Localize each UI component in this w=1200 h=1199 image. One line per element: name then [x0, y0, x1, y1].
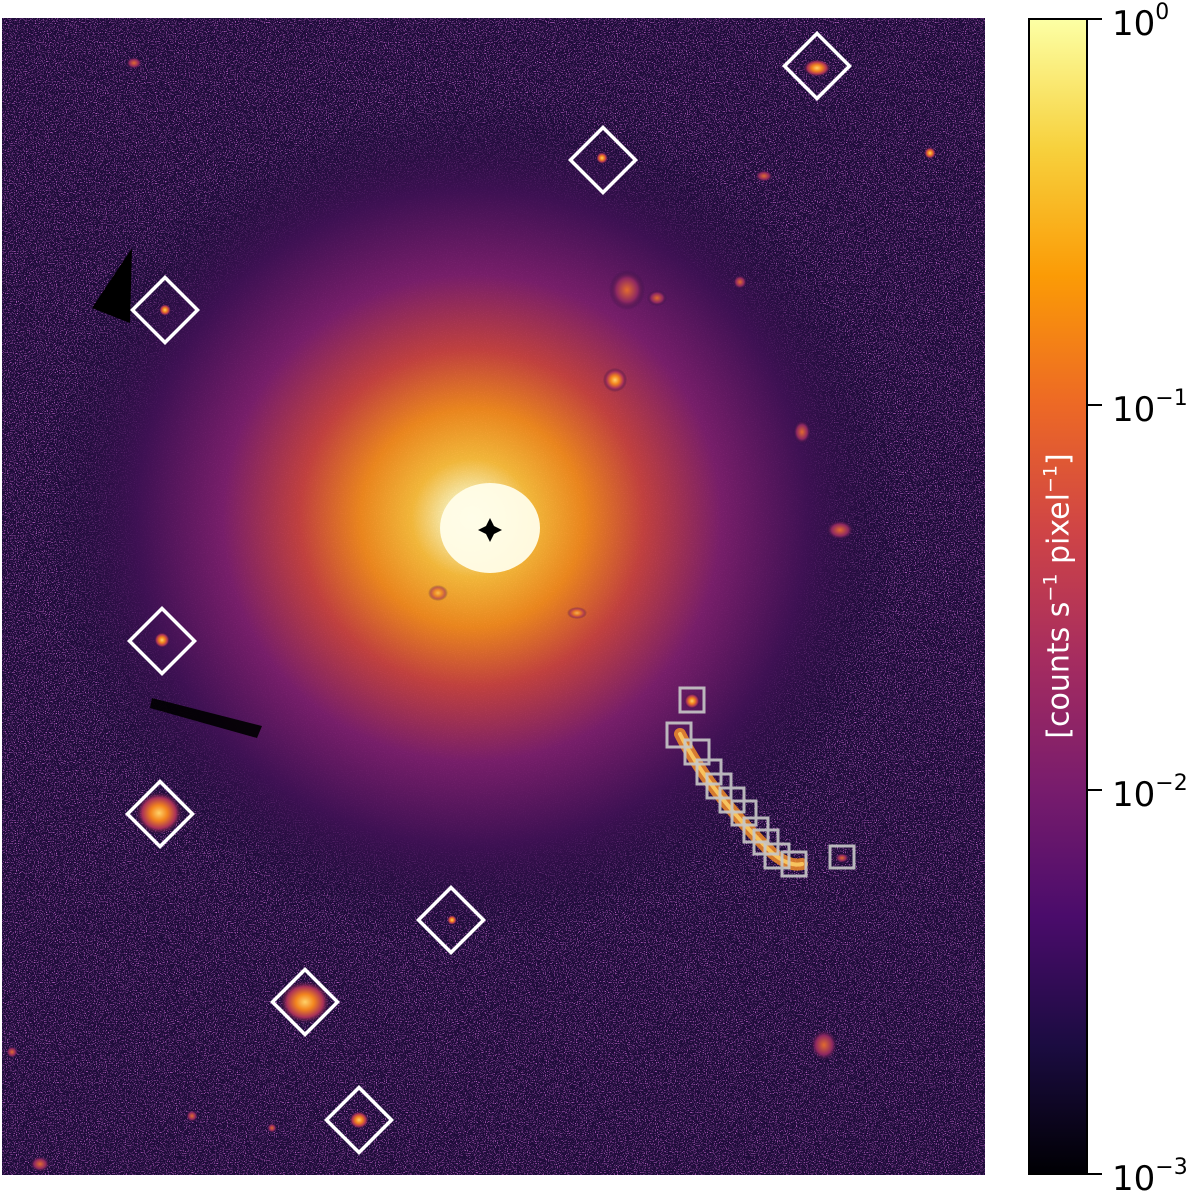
core-mask: [478, 518, 502, 542]
square-markers: [665, 686, 856, 878]
diamond-markers: [124, 30, 853, 1156]
diamond-marker: [129, 274, 201, 346]
square-marker: [665, 721, 693, 749]
diamond-marker: [567, 124, 639, 196]
diamond-marker: [269, 966, 341, 1038]
colorbar-tick-label: 100: [1112, 0, 1170, 44]
colorbar-tick: [1088, 404, 1102, 406]
colorbar-tick-label: 10−1: [1112, 386, 1188, 430]
diamond-marker: [781, 30, 853, 102]
diamond-marker: [124, 778, 196, 850]
colorbar-tick: [1088, 18, 1102, 20]
colorbar-tick: [1088, 1173, 1102, 1175]
square-marker: [678, 686, 706, 714]
colorbar-tick: [1088, 789, 1102, 791]
colorbar-tick-label: 10−2: [1112, 771, 1188, 815]
mask-wedge: [92, 248, 132, 323]
square-marker: [828, 844, 856, 870]
colorbar-tick-label: 10−3: [1112, 1155, 1188, 1199]
colorbar: [1028, 18, 1088, 1175]
diamond-marker: [415, 884, 487, 956]
square-marker: [695, 758, 723, 786]
diamond-marker: [126, 605, 198, 677]
sources: [6, 57, 936, 1172]
square-marker: [780, 850, 808, 878]
square-marker: [763, 842, 791, 870]
diamond-marker: [323, 1084, 395, 1156]
astronomical-image: [2, 18, 985, 1175]
colorbar-label: [counts s−1 pixel−1]: [1039, 453, 1077, 739]
mask-streak: [150, 698, 262, 738]
